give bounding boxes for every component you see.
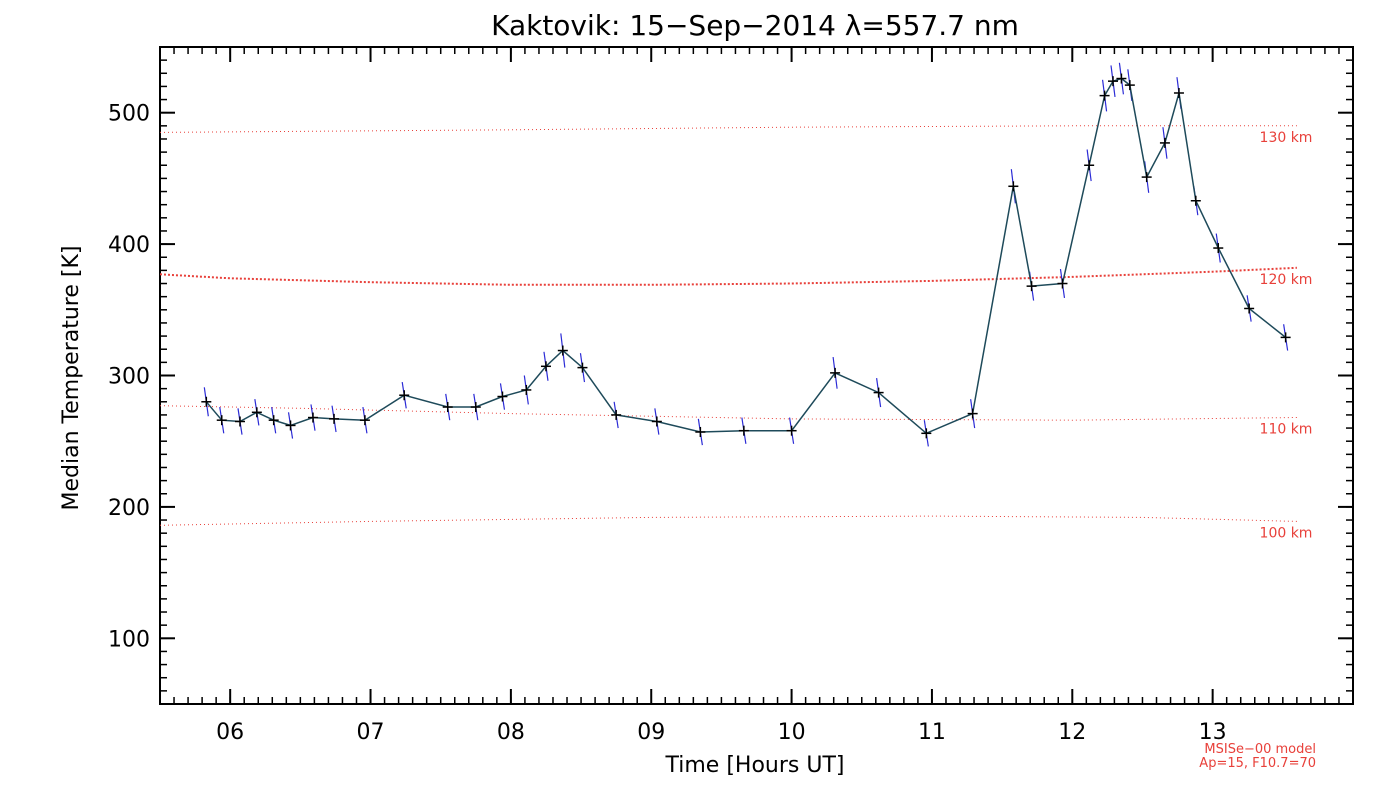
- x-axis-ticks: 06 07 08 09 10 11 12 13: [216, 47, 1227, 745]
- plot-frame: [159, 46, 1354, 705]
- x-tick-label: 07: [357, 720, 385, 745]
- y-tick-label: 500: [108, 102, 150, 127]
- chart-title: Kaktovik: 15−Sep−2014 λ=557.7 nm: [491, 9, 1019, 42]
- series-line: [205, 77, 1287, 435]
- y-tick-label: 100: [108, 627, 150, 652]
- model-line-label: 100 km: [1260, 525, 1313, 541]
- y-axis-label: Median Temperature [K]: [59, 246, 84, 511]
- model-annotation-line2: Ap=15, F10.7=70: [1199, 756, 1316, 771]
- model-line-100km: [159, 515, 1297, 526]
- minor-ticks: [159, 46, 1354, 705]
- y-axis-ticks: 100 200 300 400 500: [108, 102, 1353, 652]
- plot-border: [159, 46, 1354, 705]
- model-line-label: 120 km: [1260, 272, 1313, 288]
- msis-model-lines: 130 km 120 km 110 km 100 km: [159, 125, 1313, 541]
- x-tick-label: 10: [778, 720, 806, 745]
- model-line-120km: [159, 266, 1297, 286]
- x-axis-label: Time [Hours UT]: [665, 753, 845, 778]
- x-tick-label: 13: [1199, 720, 1227, 745]
- x-tick-label: 12: [1058, 720, 1086, 745]
- model-line-label: 110 km: [1260, 422, 1313, 438]
- x-tick-label: 06: [216, 720, 244, 745]
- model-line-130km: [159, 125, 1297, 133]
- x-tick-label: 11: [918, 720, 946, 745]
- model-line-label: 130 km: [1260, 130, 1313, 146]
- x-tick-label: 08: [497, 720, 525, 745]
- model-annotation-line1: MSISe−00 model: [1204, 742, 1316, 757]
- y-tick-label: 200: [108, 496, 150, 521]
- temperature-series: [201, 62, 1291, 447]
- x-tick-label: 09: [637, 720, 665, 745]
- y-tick-label: 300: [108, 365, 150, 390]
- y-tick-label: 400: [108, 233, 150, 258]
